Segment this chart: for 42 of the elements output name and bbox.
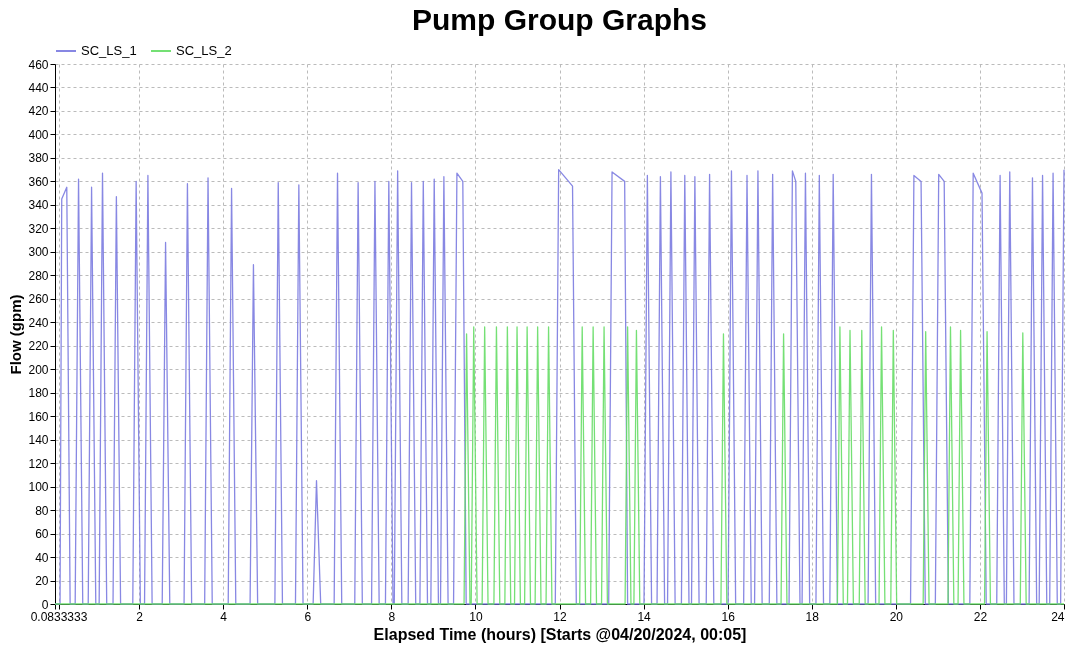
y-tick-label: 60 xyxy=(35,527,49,542)
y-tick-label: 340 xyxy=(28,198,49,213)
x-tick-label: 12 xyxy=(553,609,567,624)
y-tick-label: 320 xyxy=(28,221,49,236)
y-tick-label: 360 xyxy=(28,174,49,189)
legend-label: SC_LS_1 xyxy=(81,43,137,58)
x-tick-label: 10 xyxy=(469,609,483,624)
y-tick-label: 80 xyxy=(35,503,49,518)
y-tick-label: 380 xyxy=(28,151,49,166)
chart-title: Pump Group Graphs xyxy=(411,3,708,36)
y-tick-label: 20 xyxy=(35,574,49,589)
x-tick-label: 2 xyxy=(136,609,144,624)
y-tick-label: 200 xyxy=(28,362,49,377)
y-tick-label: 100 xyxy=(28,480,49,495)
y-tick-label: 260 xyxy=(28,292,49,307)
y-tick-label: 280 xyxy=(28,268,49,283)
y-tick-label: 420 xyxy=(28,104,49,119)
y-tick-label: 140 xyxy=(28,433,49,448)
x-tick-label: 18 xyxy=(805,609,820,624)
y-tick-label: 40 xyxy=(35,550,49,565)
legend-label: SC_LS_2 xyxy=(176,43,232,58)
x-tick-label: 20 xyxy=(889,609,904,624)
y-tick-label: 180 xyxy=(28,386,49,401)
y-tick-label: 240 xyxy=(28,315,49,330)
x-tick-label: 0.0833333 xyxy=(30,609,88,624)
y-tick-label: 460 xyxy=(28,57,49,72)
x-tick-label: 4 xyxy=(220,609,228,624)
y-tick-label: 300 xyxy=(28,245,49,260)
x-axis-title: Elapsed Time (hours) [Starts @04/20/2024, 00:05] xyxy=(373,625,747,643)
x-tick-label: 14 xyxy=(637,609,652,624)
y-tick-label: 440 xyxy=(28,80,49,95)
y-tick-label: 0 xyxy=(41,597,49,612)
x-tick-label: 24 xyxy=(1051,609,1065,624)
x-tick-label: 6 xyxy=(304,609,312,624)
y-tick-label: 400 xyxy=(28,127,49,142)
x-tick-label: 16 xyxy=(721,609,736,624)
y-tick-label: 160 xyxy=(28,409,49,424)
y-tick-label: 120 xyxy=(28,456,49,471)
y-tick-label: 220 xyxy=(28,339,49,354)
x-tick-label: 8 xyxy=(388,609,396,624)
x-tick-label: 22 xyxy=(973,609,988,624)
y-axis-title: Flow (gpm) xyxy=(7,294,25,375)
